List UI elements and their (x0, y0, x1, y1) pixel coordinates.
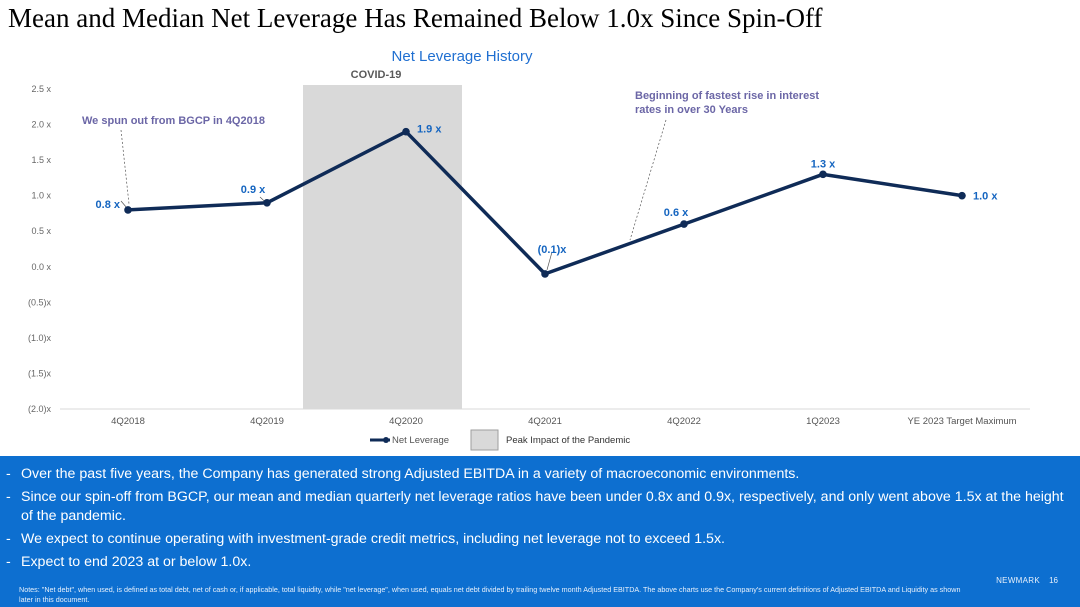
data-point (680, 220, 688, 228)
net-leverage-chart: Net Leverage History COVID-19 2.5 x 2.0 x… (28, 48, 1030, 451)
x-tick-label: 1Q2023 (806, 416, 840, 427)
bullet-text: Over the past five years, the Company ha… (21, 466, 800, 482)
page-number: 16 (1049, 576, 1058, 585)
legend: Net Leverage Peak Impact of the Pandemic (370, 429, 630, 451)
bullet-marker: - (6, 466, 11, 482)
data-point (124, 206, 132, 214)
chart-title: Net Leverage History (392, 48, 533, 65)
y-tick-label: 1.5 x (31, 155, 51, 165)
data-point (541, 270, 549, 278)
x-tick-label: 4Q2019 (250, 416, 284, 427)
y-tick-label: 0.0 x (31, 262, 51, 272)
bullet-item: - Since our spin-off from BGCP, our mean … (6, 488, 1074, 526)
bullet-text: Since our spin-off from BGCP, our mean a… (21, 489, 1064, 524)
y-tick-label: (2.0)x (28, 404, 52, 414)
brand-name: NEWMARK (996, 576, 1040, 585)
data-label: 0.8 x (96, 199, 121, 211)
data-point (958, 191, 966, 200)
bullet-text: We expect to continue operating with inv… (21, 531, 725, 547)
data-point (819, 170, 827, 179)
data-label: 1.0 x (973, 191, 998, 203)
bullet-item: - Expect to end 2023 at or below 1.0x. (6, 553, 1074, 572)
bullet-marker: - (6, 554, 11, 570)
legend-marker (383, 437, 389, 443)
x-tick-label: 4Q2018 (111, 416, 145, 427)
bullet-text: Expect to end 2023 at or below 1.0x. (21, 554, 252, 570)
data-label: 0.6 x (664, 207, 689, 219)
annotation-spin-off: We spun out from BGCP in 4Q2018 (82, 115, 265, 127)
page-title: Mean and Median Net Leverage Has Remaine… (8, 3, 823, 33)
x-tick-label: YE 2023 Target Maximum (907, 416, 1016, 427)
data-point (402, 127, 410, 136)
covid-shaded-region (303, 85, 462, 409)
data-label: 0.9 x (241, 184, 266, 196)
y-tick-label: (1.5)x (28, 368, 52, 378)
covid-label: COVID-19 (351, 69, 402, 81)
y-tick-label: 2.5 x (31, 84, 51, 94)
data-point (263, 198, 271, 207)
data-label: 1.3 x (811, 158, 836, 170)
data-label: (0.1)x (538, 244, 568, 256)
x-tick-label: 4Q2020 (389, 416, 423, 427)
y-tick-label: 0.5 x (31, 226, 51, 236)
bullet-marker: - (6, 489, 11, 505)
commentary-panel: - Over the past five years, the Company h… (0, 456, 1080, 607)
bullet-list: - Over the past five years, the Company h… (6, 465, 1074, 576)
bullet-item: - Over the past five years, the Company h… (6, 465, 1074, 484)
x-tick-label: 4Q2021 (528, 416, 562, 427)
bullet-marker: - (6, 531, 11, 547)
y-tick-label: (1.0)x (28, 333, 52, 343)
data-label: 1.9 x (417, 124, 442, 136)
bullet-item: - We expect to continue operating with in… (6, 530, 1074, 549)
legend-net-leverage: Net Leverage (392, 435, 449, 446)
annotation-rate-rise-line-1: Beginning of fastest rise in interest (635, 90, 819, 102)
annotation-leader (629, 119, 667, 241)
y-tick-label: 2.0 x (31, 120, 51, 130)
y-tick-label: (0.5)x (28, 297, 52, 307)
annotation-leader (120, 129, 130, 204)
leader-line (546, 251, 553, 270)
annotation-rate-rise-line-2: rates in over 30 Years (635, 104, 748, 116)
legend-peak-impact: Peak Impact of the Pandemic (506, 435, 630, 446)
footnote: Notes: "Net debt", when used, is defined… (19, 585, 961, 604)
y-tick-label: 1.0 x (31, 191, 51, 201)
legend-shade-swatch (470, 429, 499, 451)
x-tick-label: 4Q2022 (667, 416, 701, 427)
leader-line (120, 200, 127, 208)
